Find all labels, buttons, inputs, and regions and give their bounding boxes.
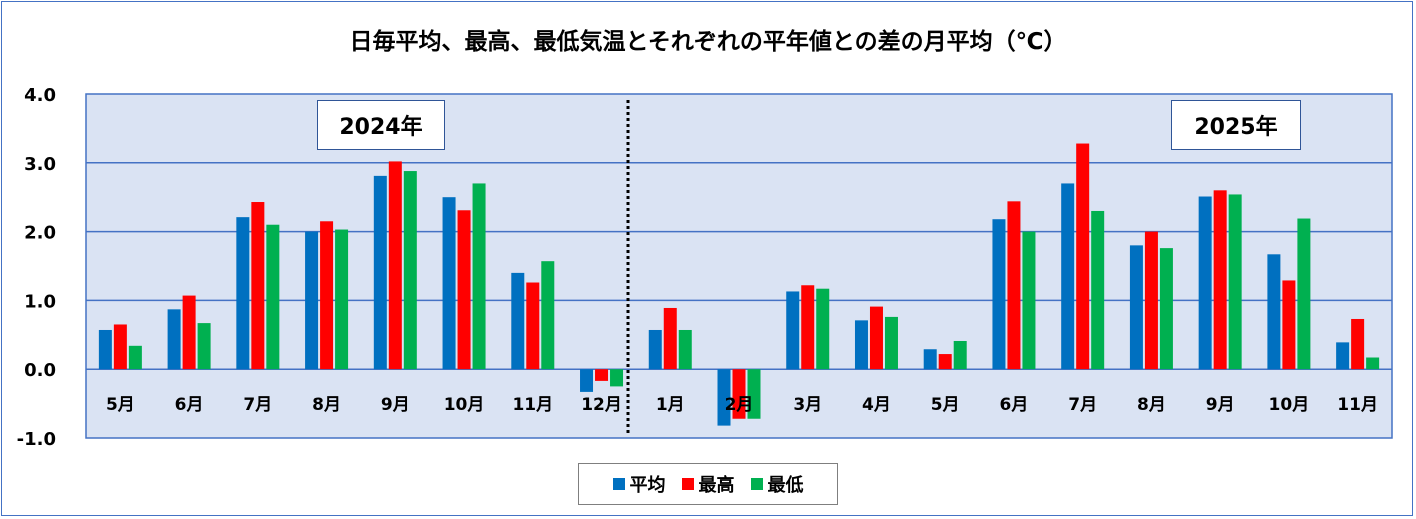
y-tick-label: 2.0 — [24, 223, 56, 244]
bar-avg — [373, 175, 387, 370]
chart-title: 日毎平均、最高、最低気温とそれぞれの平年値との差の月平均（℃） — [349, 29, 1067, 55]
bar-avg — [98, 329, 112, 370]
bar-min — [1159, 248, 1173, 370]
legend-swatch-avg — [612, 478, 625, 490]
bar-min — [266, 224, 280, 370]
x-category-label: 8月 — [312, 395, 341, 415]
y-tick-label: 3.0 — [24, 154, 56, 175]
bar-min — [1022, 231, 1036, 370]
bar-max — [182, 295, 196, 370]
bar-avg — [786, 291, 800, 370]
x-category-label: 10月 — [1269, 395, 1310, 415]
bars — [98, 143, 1380, 426]
x-category-label: 5月 — [931, 395, 960, 415]
x-category-label: 10月 — [444, 395, 485, 415]
legend-item-min: 最低 — [750, 471, 804, 497]
y-tick-label: -1.0 — [17, 429, 56, 450]
x-category-label: 4月 — [862, 395, 891, 415]
legend-item-max: 最高 — [681, 471, 735, 497]
bar-min — [610, 369, 624, 387]
legend-label-min: 最低 — [767, 475, 804, 496]
legend-label-max: 最高 — [698, 475, 735, 496]
bar-min — [816, 288, 830, 370]
bar-max — [457, 210, 471, 370]
legend-swatch-max — [681, 478, 694, 490]
x-category-label: 2月 — [725, 395, 754, 415]
bar-max — [1144, 231, 1158, 370]
bar-max — [251, 202, 265, 370]
bar-max — [526, 282, 540, 370]
bar-avg — [648, 329, 662, 370]
x-category-label: 9月 — [381, 395, 410, 415]
bar-avg — [923, 349, 937, 370]
bar-avg — [236, 217, 250, 370]
bar-avg — [511, 272, 525, 370]
legend-swatch-min — [750, 478, 763, 490]
x-category-label: 6月 — [175, 395, 204, 415]
bar-avg — [1061, 183, 1075, 370]
bar-max — [1351, 318, 1365, 370]
bar-max — [1007, 201, 1021, 370]
bar-min — [884, 316, 898, 370]
bar-min — [1228, 194, 1242, 370]
x-category-label: 12月 — [581, 395, 622, 415]
bar-min — [953, 340, 967, 370]
bar-min — [1091, 210, 1105, 370]
bar-avg — [442, 197, 456, 370]
x-category-label: 11月 — [1337, 395, 1378, 415]
bar-min — [128, 345, 142, 370]
bar-max — [801, 285, 815, 370]
x-category-label: 6月 — [1000, 395, 1029, 415]
bar-max — [1213, 190, 1227, 370]
legend-label-avg: 平均 — [629, 475, 666, 496]
x-category-label: 7月 — [1068, 395, 1097, 415]
bar-avg — [167, 309, 181, 370]
year-label-2025: 2025年 — [1171, 100, 1301, 150]
bar-avg — [1198, 196, 1212, 370]
x-category-label: 5月 — [106, 395, 135, 415]
bar-min — [403, 171, 417, 370]
x-category-label: 1月 — [656, 395, 685, 415]
bar-max — [113, 324, 127, 370]
bar-min — [1297, 218, 1311, 370]
bar-avg — [305, 231, 319, 370]
bar-avg — [580, 369, 594, 392]
bar-avg — [992, 219, 1006, 370]
bar-min — [472, 183, 486, 370]
bar-avg — [717, 369, 731, 426]
y-axis-ticks: 4.0 3.0 2.0 1.0 0.0 -1.0 — [17, 85, 56, 450]
legend-item-avg: 平均 — [612, 471, 666, 497]
x-category-label: 3月 — [793, 395, 822, 415]
y-tick-label: 4.0 — [24, 85, 56, 106]
bar-min — [541, 261, 555, 370]
bar-max — [1282, 280, 1296, 370]
bar-avg — [1336, 342, 1350, 370]
x-category-label: 8月 — [1137, 395, 1166, 415]
bar-min — [678, 329, 692, 370]
bar-max — [732, 369, 746, 419]
y-tick-label: 0.0 — [24, 360, 56, 381]
bar-avg — [1129, 245, 1143, 370]
bar-max — [1076, 143, 1090, 370]
bar-min — [335, 229, 349, 370]
x-category-label: 7月 — [243, 395, 272, 415]
bar-avg — [1267, 254, 1281, 370]
year-label-2024: 2024年 — [317, 100, 445, 150]
bar-max — [663, 307, 677, 370]
x-axis-labels: 5月 6月 7月 8月 9月 10月 11月 12月 1月 2月 3月 4月 5月 6月 7月 8月 9月 10月… — [106, 395, 1378, 415]
bar-max — [595, 369, 609, 381]
bar-max — [388, 161, 402, 370]
x-category-label: 11月 — [512, 395, 553, 415]
bar-avg — [854, 320, 868, 370]
bar-min — [747, 369, 761, 419]
bar-min — [197, 323, 211, 370]
x-category-label: 9月 — [1206, 395, 1235, 415]
bar-max — [869, 306, 883, 370]
bar-min — [1366, 357, 1380, 370]
bar-max — [320, 221, 334, 370]
bar-max — [938, 354, 952, 370]
legend: 平均 最高 最低 — [578, 463, 838, 505]
y-tick-label: 1.0 — [24, 291, 56, 312]
